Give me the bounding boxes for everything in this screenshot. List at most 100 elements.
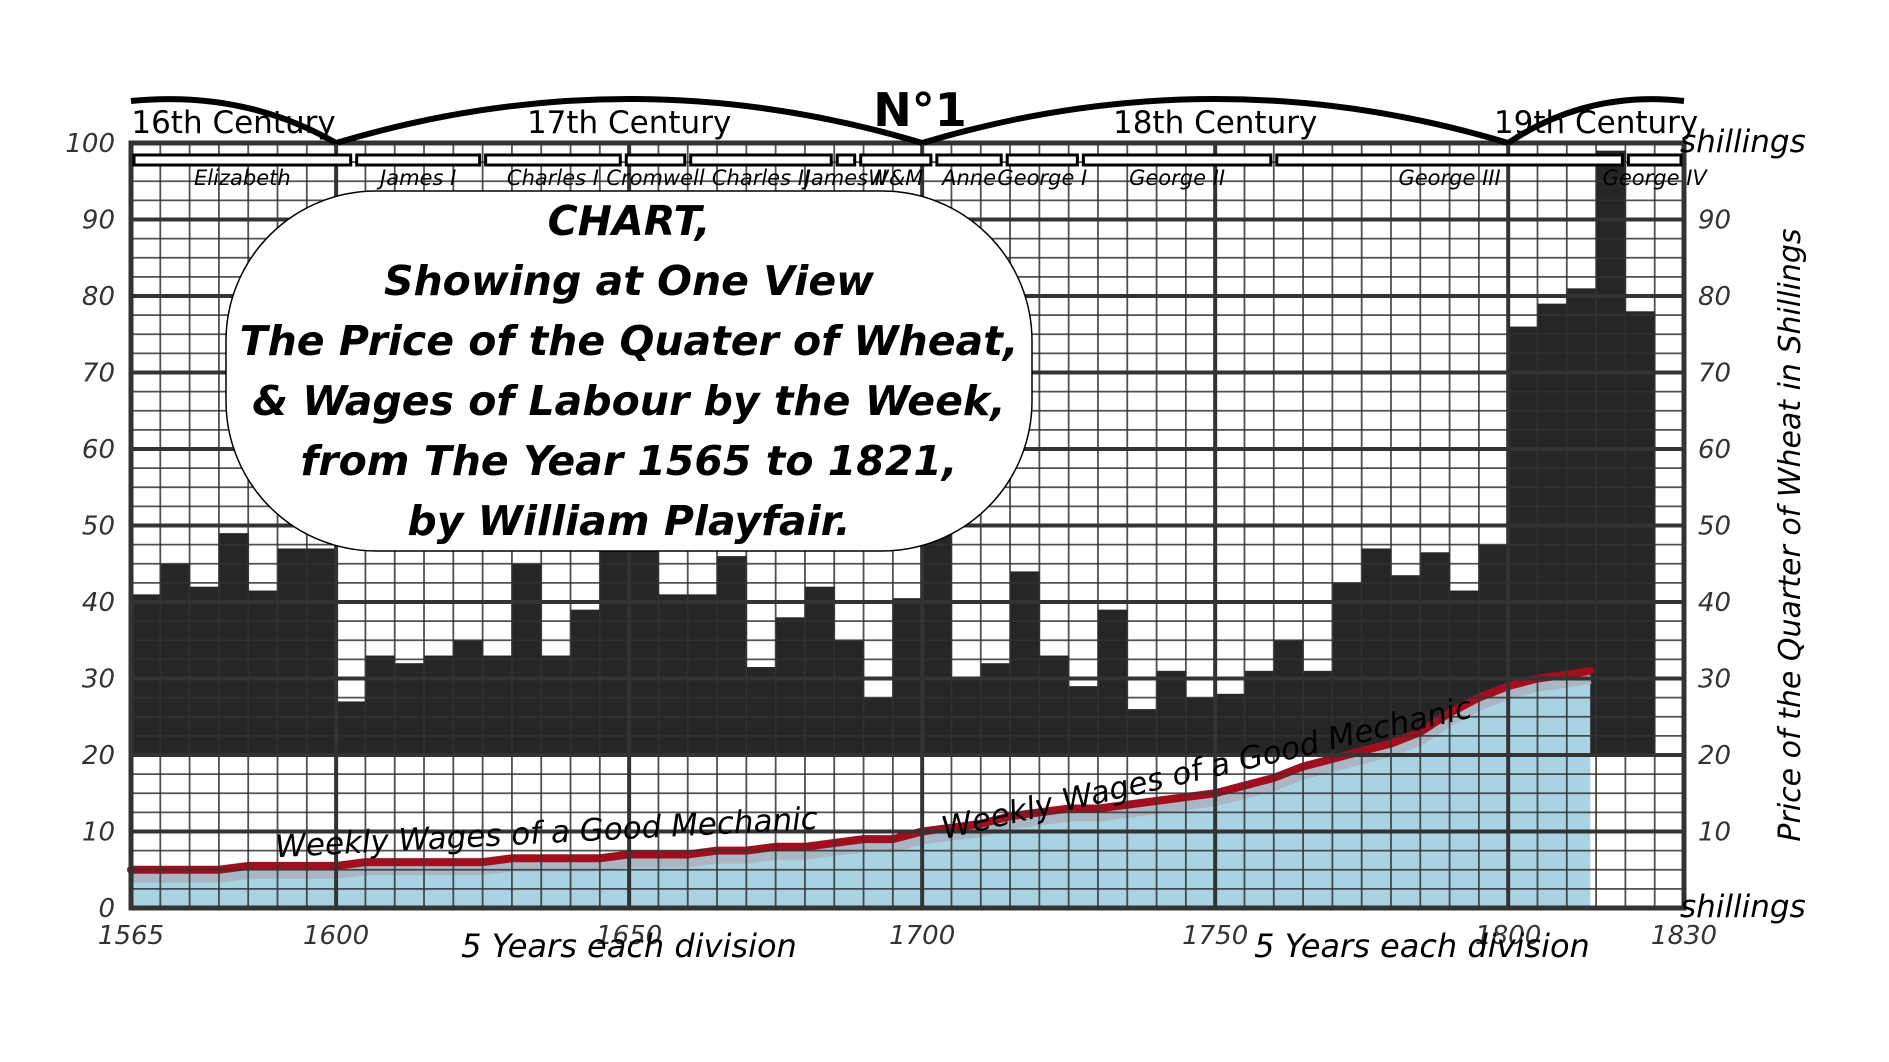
y-tick-left-20: 20 <box>82 741 115 771</box>
wheat-bar-1720 <box>1039 655 1070 755</box>
title-cartouche: CHART, Showing at One View The Price of … <box>225 190 1033 552</box>
reign-bracket-8 <box>1005 153 1079 167</box>
title-line-2: Showing at One View <box>384 257 874 305</box>
x-tick-1750: 1750 <box>1182 921 1248 951</box>
x-tick-1830: 1830 <box>1651 921 1717 951</box>
reign-bracket-11 <box>1626 153 1683 167</box>
y-tick-left-100: 100 <box>65 129 115 159</box>
y-tick-left-30: 30 <box>82 665 115 695</box>
wheat-bar-1780 <box>1390 575 1421 755</box>
x-tick-1565: 1565 <box>98 921 164 951</box>
monarch-reigns: Elizabeth James I Charles I Cromwell Charles… <box>132 153 1709 190</box>
title-line-3: The Price of the Quater of Wheat, <box>240 317 1019 365</box>
wheat-bar-1750 <box>1215 693 1245 755</box>
wheat-bar-1595 <box>306 548 337 755</box>
wheat-bar-1565 <box>131 594 161 755</box>
title-line-4: & Wages of Labour by the Week, <box>252 377 1006 425</box>
reign-label-11: George IV <box>1603 166 1709 190</box>
wheat-bar-1700 <box>922 533 952 755</box>
wheat-bar-1730 <box>1097 609 1128 755</box>
reign-bracket-3 <box>624 153 687 167</box>
reign-label-2: Charles I <box>507 166 599 190</box>
y-tick-right-20: 20 <box>1698 741 1731 771</box>
reign-bracket-6 <box>859 153 933 167</box>
reign-bracket-2 <box>484 153 622 167</box>
reign-label-1: James I <box>376 166 456 190</box>
reign-bracket-10 <box>1275 153 1624 167</box>
wheat-bar-1625 <box>482 655 513 755</box>
y-tick-left-10: 10 <box>82 818 115 848</box>
reign-label-3: Cromwell <box>606 166 705 190</box>
reign-bracket-4 <box>689 153 833 167</box>
reign-label-0: Elizabeth <box>194 166 291 190</box>
reign-label-4: Charles II <box>712 166 810 190</box>
wheat-bar-1615 <box>424 655 454 755</box>
wheat-bar-1715 <box>1010 571 1040 755</box>
wheat-bar-1660 <box>687 594 718 755</box>
wheat-bar-1605 <box>365 655 396 755</box>
wheat-bar-1690 <box>863 697 894 755</box>
x-tick-1800: 1800 <box>1475 921 1541 951</box>
reign-label-5: James II <box>801 166 887 190</box>
wheat-bar-1765 <box>1303 670 1333 755</box>
century-label-1: 17th Century <box>527 105 731 141</box>
century-label-0: 16th Century <box>131 105 335 141</box>
x-note-left: 5 Years each division <box>461 927 797 965</box>
reign-label-7: Anne <box>940 166 996 190</box>
reign-label-8: George I <box>997 166 1087 190</box>
century-label-2: 18th Century <box>1113 105 1317 141</box>
y-tick-left-0: 0 <box>98 894 115 924</box>
y-tick-right-40: 40 <box>1698 588 1731 618</box>
axis-ticks: 0 10 10 20 20 30 30 40 40 50 50 60 60 70 70 80 80 90 90 100… <box>65 129 1731 951</box>
wheat-bar-1600 <box>336 701 366 755</box>
wheat-bar-1670 <box>746 667 777 755</box>
title-cartouche-shape <box>225 190 1033 552</box>
x-tick-1600: 1600 <box>303 921 369 951</box>
reign-bracket-1 <box>355 153 482 167</box>
reign-label-9: George II <box>1129 166 1225 190</box>
wheat-bar-1635 <box>541 655 572 755</box>
wheat-bar-1645 <box>599 548 630 755</box>
title-line-5: from The Year 1565 to 1821, <box>301 437 958 485</box>
y-tick-left-40: 40 <box>82 588 115 618</box>
x-note-right: 5 Years each division <box>1254 927 1590 965</box>
plate-number: N°1 <box>873 83 967 137</box>
y-tick-right-50: 50 <box>1698 512 1731 542</box>
y-tick-left-90: 90 <box>82 206 115 236</box>
century-label-3: 19th Century <box>1494 105 1698 141</box>
wheat-bar-1770 <box>1332 582 1363 755</box>
wheat-bar-1640 <box>570 609 601 755</box>
wheat-bar-1680 <box>804 586 835 755</box>
century-arch-2 <box>921 96 1510 146</box>
wheat-bar-1815 <box>1596 150 1626 755</box>
title-line-1: CHART, <box>548 197 711 245</box>
y-tick-right-60: 60 <box>1698 435 1731 465</box>
wheat-bar-1650 <box>629 548 659 755</box>
y-tick-right-70: 70 <box>1698 359 1731 389</box>
reign-bracket-9 <box>1081 153 1273 167</box>
reign-bracket-0 <box>132 153 353 167</box>
reign-bracket-7 <box>935 153 1003 167</box>
wheat-bar-1590 <box>277 548 308 755</box>
century-arches: 16th Century 17th Century 18th Century 19th… <box>130 96 1698 146</box>
unit-label-top: shillings <box>1680 124 1806 160</box>
wheat-bar-1820 <box>1625 311 1656 755</box>
unit-label-bottom: shillings <box>1680 889 1806 925</box>
wheat-bar-1655 <box>658 594 689 755</box>
y-tick-right-90: 90 <box>1698 206 1731 236</box>
x-tick-1700: 1700 <box>889 921 955 951</box>
y-tick-right-30: 30 <box>1698 665 1731 695</box>
reign-label-10: George III <box>1398 166 1500 190</box>
wheat-bar-1575 <box>189 586 220 755</box>
y-tick-left-50: 50 <box>82 512 115 542</box>
y-tick-left-70: 70 <box>82 359 115 389</box>
wheat-bar-1725 <box>1068 686 1099 755</box>
right-axis-label: Price of the Quarter of Wheat in Shillin… <box>1773 228 1808 841</box>
wheat-bar-1585 <box>248 590 279 755</box>
y-tick-right-80: 80 <box>1698 282 1731 312</box>
y-tick-left-80: 80 <box>82 282 115 312</box>
wheat-bar-1755 <box>1244 670 1275 755</box>
reign-label-6: W&M <box>868 166 923 190</box>
century-arch-3 <box>1506 96 1685 146</box>
